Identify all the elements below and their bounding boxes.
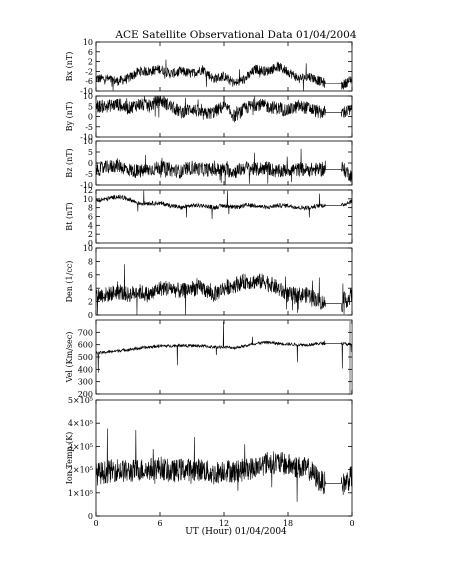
y-tick-label: 600 <box>78 341 93 350</box>
y-tick-label: 10 <box>83 38 93 47</box>
series-line <box>95 148 353 186</box>
y-tick-label: -5 <box>85 170 93 179</box>
y-tick-label: 0 <box>88 159 93 168</box>
y-tick-label: 0 <box>88 113 93 122</box>
panel-vel-km-sec: 700 600 500 400 300 200 Vel (Km/sec) <box>65 319 353 399</box>
y-tick-label: -6 <box>85 77 93 86</box>
x-tick-labels: 0 6 12 18 0 <box>93 519 354 528</box>
y-tick-label: 4 <box>88 221 93 230</box>
y-tick-label: 700 <box>78 328 93 337</box>
y-tick-label: 12 <box>83 186 93 195</box>
x-tick-label: 6 <box>157 519 162 528</box>
y-tick-label: 0 <box>88 311 93 320</box>
y-tick-label: 5×10⁵ <box>68 396 93 405</box>
y-axis-label: Bz (nT) <box>65 148 74 177</box>
y-tick-label: -10 <box>80 133 93 142</box>
y-tick-label: 10 <box>83 244 93 253</box>
y-tick-label: 2×10⁵ <box>68 466 93 475</box>
y-tick-label: 10 <box>83 195 93 204</box>
panel-frame <box>95 399 353 517</box>
y-tick-label: 0 <box>88 239 93 248</box>
y-tick-label: 2 <box>88 58 93 67</box>
panel-ion-temp-k: 5×10⁵ 4×10⁵ 3×10⁵ 2×10⁵ 1×10⁵ 0 Ion Temp (K) <box>65 396 353 521</box>
y-tick-label: -5 <box>85 123 93 132</box>
y-tick-label: 6 <box>88 48 93 57</box>
panel-frame <box>95 189 353 244</box>
series-line <box>95 264 353 316</box>
series-line <box>95 428 353 502</box>
panel-frame <box>95 140 353 186</box>
series-line <box>95 59 353 92</box>
y-tick-label: 0 <box>88 512 93 521</box>
panel-den-1-cc: 10 8 6 4 2 0 Den (1/cc) <box>65 244 353 320</box>
y-axis-label: Ion Temp (K) <box>65 432 74 485</box>
y-tick-label: 10 <box>83 137 93 146</box>
panel-bz-nt: 10 5 0 -5 -10 Bz (nT) <box>65 137 353 190</box>
y-tick-label: 4×10⁵ <box>68 419 93 428</box>
y-tick-label: 5 <box>88 148 93 157</box>
series-line <box>95 321 353 373</box>
x-tick-label: 0 <box>349 519 354 528</box>
y-tick-label: 10 <box>83 92 93 101</box>
panel-frame <box>95 41 353 92</box>
y-tick-label: 300 <box>78 378 93 387</box>
y-axis-label: By (nT) <box>65 102 74 132</box>
y-tick-label: 3×10⁵ <box>68 442 93 451</box>
y-tick-label: 8 <box>88 257 93 266</box>
chart-title: ACE Satellite Observational Data 01/04/2… <box>114 29 356 41</box>
series-line <box>95 95 353 123</box>
y-tick-label: 2 <box>88 298 93 307</box>
y-tick-label: -10 <box>80 181 93 190</box>
y-axis-label: Den (1/cc) <box>65 261 74 303</box>
x-axis-label: UT (Hour) 01/04/2004 <box>185 526 287 537</box>
y-axis-label: Bt (nT) <box>65 202 74 230</box>
y-tick-label: -2 <box>85 67 93 76</box>
y-tick-label: -10 <box>80 87 93 96</box>
y-tick-label: 5 <box>88 102 93 111</box>
y-tick-label: 400 <box>78 365 93 374</box>
y-tick-label: 1×10⁵ <box>68 489 93 498</box>
y-tick-label: 6 <box>88 213 93 222</box>
y-axis-label: Vel (Km/sec) <box>65 332 74 384</box>
y-axis-label: Bx (nT) <box>65 52 74 82</box>
panel-frame <box>95 319 353 395</box>
y-tick-label: 6 <box>88 271 93 280</box>
y-tick-label: 4 <box>88 284 93 293</box>
y-tick-label: 200 <box>78 390 93 399</box>
x-tick-label: 0 <box>93 519 98 528</box>
y-tick-label: 2 <box>88 230 93 239</box>
panel-frame <box>95 247 353 316</box>
x-tick-label: 12 <box>219 519 229 528</box>
y-tick-label: 8 <box>88 204 93 213</box>
series-line <box>95 190 353 219</box>
x-tick-label: 18 <box>283 519 293 528</box>
panel-by-nt: 105 0-5-10 By (nT) <box>65 92 353 142</box>
y-tick-label: 500 <box>78 353 93 362</box>
